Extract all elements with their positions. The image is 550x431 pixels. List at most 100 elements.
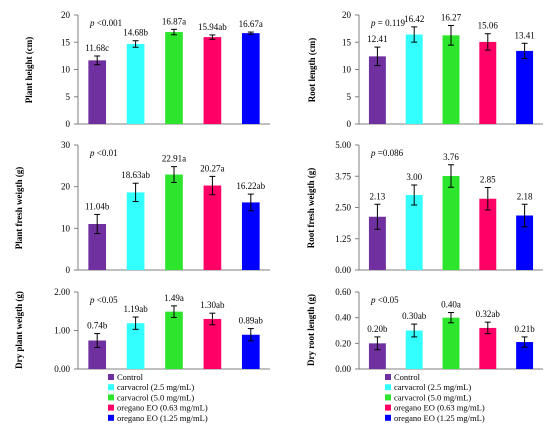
bar-1 [368, 216, 386, 270]
y-tick-label: 20 [342, 10, 352, 20]
chart-panel-6: 0.00 0.20 0.40 0.60 Dry root length (g) p <0.… [306, 287, 543, 374]
data-label: 16.42 [404, 14, 424, 24]
bar-5 [241, 334, 260, 369]
data-label: 1.49a [164, 293, 184, 303]
bar-4 [479, 198, 497, 270]
data-label: 12.41 [367, 34, 387, 44]
data-label: 16.27 [441, 13, 462, 23]
bar-3 [442, 317, 460, 369]
y-tick-label: 1.25 [335, 234, 351, 244]
bar-5 [241, 202, 260, 270]
y-axis-title: Plant fresh weigth (g) [14, 167, 24, 250]
data-label: 0.21b [514, 324, 535, 334]
p-value-text: <0.05 [95, 295, 119, 305]
bar-4 [479, 327, 497, 369]
y-axis-title: Root fresh weigth (g) [306, 168, 316, 249]
bar-3 [165, 32, 183, 124]
legend-label: carvacrol (5.0 mg/mL) [394, 392, 471, 402]
legend-label: carvacrol (2.5 mg/mL) [394, 382, 471, 392]
p-symbol: p [370, 148, 376, 158]
y-tick-label: 0 [66, 119, 71, 129]
y-tick-label: 20 [61, 10, 71, 20]
bar-1 [88, 340, 107, 369]
y-tick-label: 0 [66, 265, 71, 275]
bar-2 [126, 192, 145, 270]
legend-label: oregano EO (0.63 mg/mL) [394, 403, 485, 413]
p-symbol: p [89, 295, 95, 305]
bar-2 [405, 330, 423, 369]
p-value-text: <0.05 [376, 295, 400, 305]
chart-panel-4: 0.00 1.25 2.50 3.75 5.00 Root fresh weigth (g… [306, 140, 543, 275]
y-tick-label: 1.00 [54, 326, 70, 336]
y-axis-title: Plant height (cm) [24, 37, 34, 104]
bar-2 [126, 43, 145, 124]
p-symbol: p [370, 295, 376, 305]
p-value-annotation: p <0.01 [89, 148, 118, 158]
y-axis-title: Dry root length (g) [306, 294, 316, 366]
data-label: 2.18 [517, 191, 533, 201]
bar-5 [241, 33, 260, 124]
data-label: 14.68b [123, 28, 148, 38]
y-axis-title: Dry plant weigth (g) [14, 291, 24, 369]
p-value-text: <0.001 [95, 18, 123, 28]
y-tick-label: 5.00 [335, 140, 351, 150]
data-label: 11.04b [85, 201, 110, 211]
y-tick-label: 0.20 [335, 338, 351, 348]
data-label: 0.74b [87, 321, 108, 331]
p-value-annotation: p <0.05 [89, 295, 118, 305]
p-symbol: p [370, 18, 376, 28]
data-label: 15.06 [478, 21, 499, 31]
data-label: 2.13 [370, 191, 386, 201]
data-label: 22.91a [162, 154, 186, 164]
data-label: 18.63ab [121, 170, 150, 180]
p-symbol: p [89, 148, 95, 158]
y-tick-label: 30 [61, 140, 71, 150]
legend-swatch [385, 414, 391, 421]
bar-1 [88, 224, 107, 270]
data-label: 15.94ab [198, 22, 227, 32]
legend-swatch [108, 414, 114, 421]
y-tick-label: 10 [342, 65, 352, 75]
y-tick-label: 0.40 [335, 313, 351, 323]
y-tick-label: 0.60 [335, 287, 351, 297]
legend-label: carvacrol (2.5 mg/mL) [117, 382, 194, 392]
y-axis-title: Root length (cm) [307, 38, 317, 103]
data-label: 11.68c [85, 43, 109, 53]
bar-2 [405, 34, 423, 124]
bar-5 [516, 342, 534, 369]
p-value-text: =0.086 [376, 148, 404, 158]
data-label: 20.27a [200, 163, 224, 173]
y-tick-label: 3.75 [335, 171, 351, 181]
data-label: 0.89ab [239, 316, 264, 326]
p-value-annotation: p <0.05 [370, 295, 399, 305]
data-label: 0.20b [367, 324, 388, 334]
bar-4 [203, 185, 222, 270]
bar-1 [88, 60, 107, 124]
legend-label: Control [117, 372, 144, 382]
data-label: 0.40a [441, 300, 461, 310]
y-tick-label: 10 [61, 65, 71, 75]
data-label: 0.30ab [402, 311, 427, 321]
p-value-annotation: p = 0.119 [370, 18, 405, 28]
legend-swatch [385, 404, 391, 411]
chart-panel-1: 0 5 10 15 20 Plant height (cm) p <0.001 11.68c 1… [24, 10, 270, 129]
data-label: 2.85 [480, 175, 496, 185]
chart-panel-2: 0 5 10 15 20 Root length (cm) p = 0.119 12.41 16… [307, 10, 543, 129]
y-tick-label: 2.00 [54, 287, 70, 297]
legend-swatch [108, 384, 114, 391]
legend-swatch [108, 374, 114, 380]
y-tick-label: 0.00 [335, 265, 351, 275]
bar-4 [203, 318, 222, 369]
bar-3 [442, 176, 460, 270]
chart-panel-3: 0 10 20 30 Plant fresh weigth (g) p <0.01 11.0… [14, 140, 270, 275]
data-label: 13.41 [514, 30, 534, 40]
y-tick-label: 15 [61, 37, 71, 47]
y-tick-label: 5 [66, 92, 71, 102]
bar-4 [203, 37, 222, 124]
legend-label: Control [394, 372, 421, 382]
y-tick-label: 0 [347, 119, 352, 129]
y-tick-label: 5 [347, 92, 352, 102]
bar-2 [126, 323, 145, 369]
